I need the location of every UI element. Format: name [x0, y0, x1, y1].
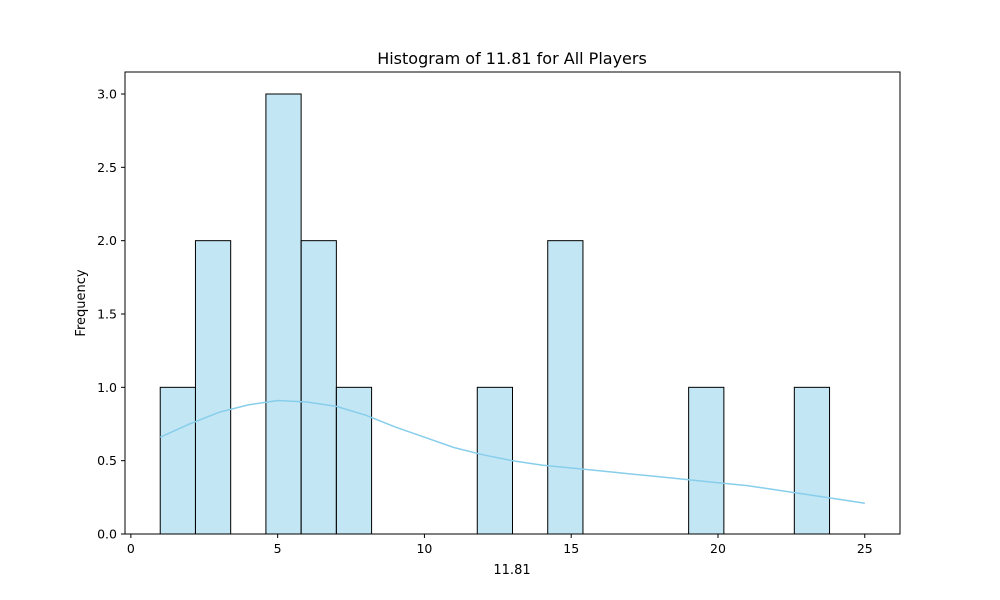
y-tick-label: 1.5 [97, 307, 117, 322]
x-tick-label: 15 [563, 541, 579, 556]
bars-group [159, 93, 831, 535]
histogram-bar [688, 386, 725, 535]
histogram-bar [547, 240, 584, 535]
histogram-bar [335, 386, 373, 535]
histogram-bar [159, 386, 196, 535]
kde-curve [159, 399, 865, 504]
histogram-bar [265, 93, 302, 535]
x-axis-ticks: 0 5 10 15 20 25 [127, 534, 873, 556]
y-axis-ticks: 0.0 0.5 1.0 1.5 2.0 2.5 3.0 [97, 87, 125, 542]
plot-frame [124, 71, 901, 535]
chart-title: Histogram of 11.81 for All Players [377, 49, 647, 68]
histogram-bar [793, 386, 831, 535]
y-tick-label: 1.0 [97, 380, 117, 395]
x-tick-label: 20 [710, 541, 726, 556]
x-tick-label: 5 [274, 541, 282, 556]
y-tick-label: 0.5 [97, 453, 117, 468]
x-tick-label: 10 [416, 541, 432, 556]
histogram-bar [194, 240, 232, 535]
x-tick-label: 25 [857, 541, 873, 556]
histogram-bar [300, 240, 337, 535]
y-tick-label: 0.0 [97, 527, 117, 542]
y-tick-label: 3.0 [97, 87, 117, 102]
y-tick-label: 2.5 [97, 160, 117, 175]
y-axis-label: Frequency [74, 269, 89, 336]
x-axis-label: 11.81 [493, 563, 530, 578]
y-tick-label: 2.0 [97, 233, 117, 248]
x-tick-label: 0 [127, 541, 135, 556]
histogram-bar [476, 386, 514, 535]
